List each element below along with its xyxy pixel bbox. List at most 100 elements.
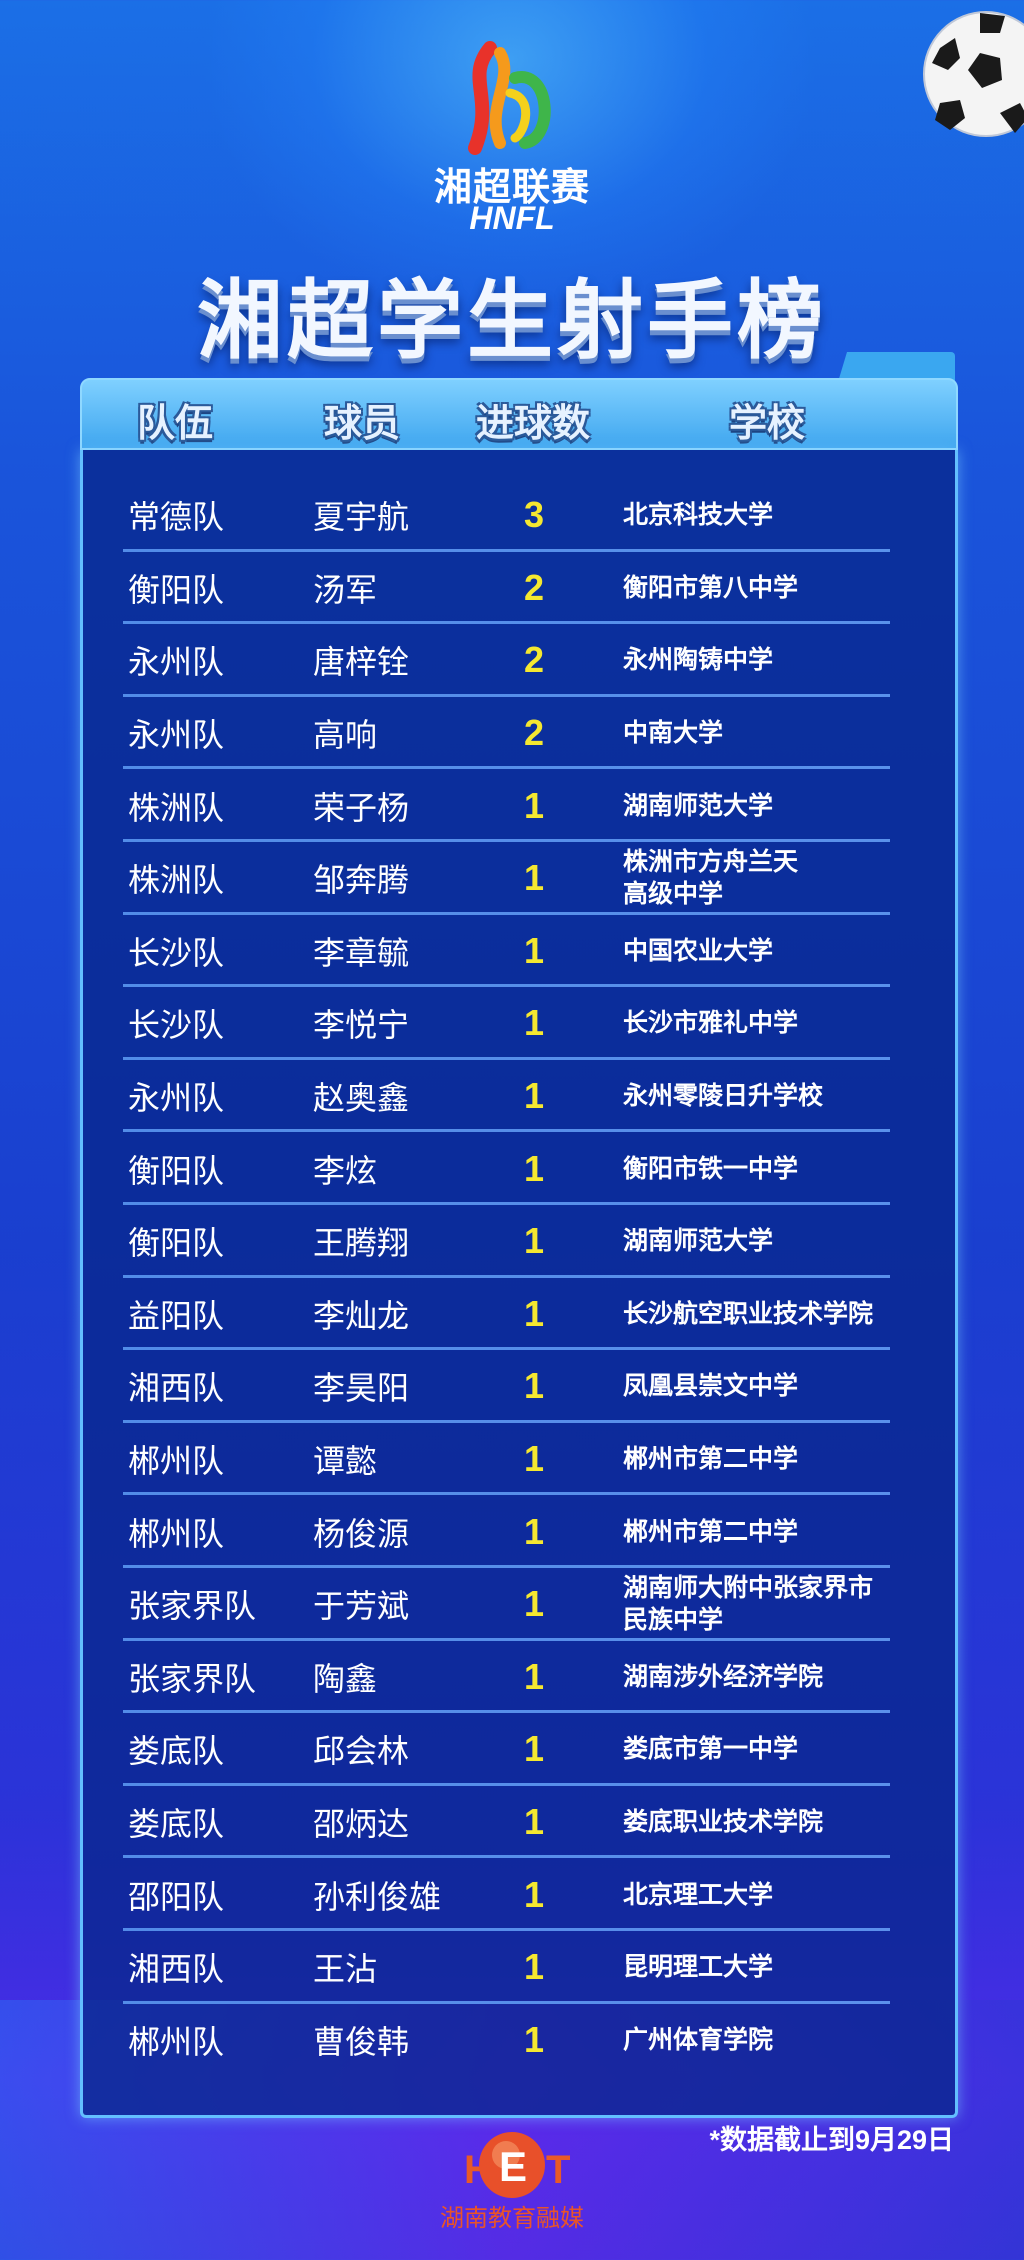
goals-cell: 1 — [523, 1438, 545, 1480]
row-divider — [123, 766, 890, 770]
school-cell: 娄底职业技术学院 — [623, 1808, 824, 1837]
table-row: 永州队 高响 2 中南大学 — [83, 697, 961, 770]
team-cell: 娄底队 — [128, 1806, 225, 1843]
school-cell: 衡阳市铁一中学 — [623, 1154, 799, 1183]
team-cell: 永州队 — [128, 644, 225, 681]
row-divider — [123, 1782, 890, 1786]
school-cell: 株洲市方舟兰天 高级中学 — [623, 848, 799, 909]
svg-text:T: T — [546, 2148, 570, 2192]
school-cell: 中国农业大学 — [623, 936, 774, 965]
school-cell: 湖南师范大学 — [623, 791, 774, 820]
team-cell: 长沙队 — [128, 934, 225, 971]
team-cell: 湘西队 — [128, 1370, 225, 1407]
row-divider — [123, 1637, 890, 1641]
row-divider — [123, 1129, 890, 1133]
table-row: 湘西队 李昊阳 1 凤凰县崇文中学 — [83, 1350, 961, 1423]
school-cell: 衡阳市第八中学 — [623, 573, 799, 602]
hnfl-logo-icon — [468, 41, 551, 155]
player-cell: 杨俊源 — [313, 1515, 410, 1552]
publisher-name: 湖南教育融媒 — [440, 2205, 584, 2232]
row-divider — [123, 1056, 890, 1060]
school-cell: 长沙市雅礼中学 — [623, 1009, 799, 1038]
team-cell: 永州队 — [128, 717, 225, 754]
team-cell: 长沙队 — [128, 1007, 225, 1044]
table-row: 益阳队 李灿龙 1 长沙航空职业技术学院 — [83, 1278, 961, 1351]
school-cell: 长沙航空职业技术学院 — [623, 1299, 874, 1328]
row-divider — [123, 1564, 890, 1568]
player-cell: 邹奔腾 — [313, 862, 410, 899]
player-cell: 荣子杨 — [313, 789, 410, 826]
data-cutoff-note: *数据截止到9月29日 — [709, 2125, 954, 2155]
row-divider — [123, 911, 890, 915]
table-row: 长沙队 李章毓 1 中国农业大学 — [83, 915, 961, 988]
goals-cell: 1 — [523, 1510, 545, 1552]
row-divider — [123, 1419, 890, 1423]
team-cell: 湘西队 — [128, 1951, 225, 1988]
school-cell: 广州体育学院 — [623, 2025, 774, 2054]
school-cell: 北京科技大学 — [623, 501, 774, 530]
team-cell: 郴州队 — [128, 2023, 225, 2060]
team-cell: 衡阳队 — [128, 1225, 225, 1262]
player-cell: 王沾 — [313, 1951, 378, 1988]
table-row: 永州队 唐梓铨 2 永州陶铸中学 — [83, 624, 961, 697]
row-divider — [123, 1492, 890, 1496]
goals-cell: 3 — [523, 494, 545, 536]
row-divider — [123, 1855, 890, 1859]
team-cell: 张家界队 — [128, 1588, 257, 1625]
player-cell: 李悦宁 — [313, 1007, 410, 1044]
page-title: 湘超学生射手榜 — [197, 273, 827, 369]
goals-cell: 2 — [523, 566, 545, 608]
goals-cell: 1 — [523, 929, 545, 971]
player-cell: 于芳斌 — [313, 1588, 410, 1625]
brand-name-cn: 湘超联赛 — [433, 167, 590, 209]
player-cell: 邱会林 — [313, 1733, 410, 1770]
table-row: 娄底队 邵炳达 1 娄底职业技术学院 — [83, 1786, 961, 1859]
row-divider — [123, 548, 890, 552]
team-cell: 株洲队 — [128, 862, 225, 899]
goals-cell: 1 — [523, 1075, 545, 1117]
row-divider — [123, 2000, 890, 2004]
goals-cell: 1 — [523, 1873, 545, 1915]
row-divider — [123, 984, 890, 988]
team-cell: 永州队 — [128, 1080, 225, 1117]
player-cell: 高响 — [313, 717, 378, 754]
goals-cell: 1 — [523, 1292, 545, 1334]
team-cell: 衡阳队 — [128, 571, 225, 608]
row-divider — [123, 1274, 890, 1278]
player-cell: 汤军 — [313, 571, 378, 608]
table-header: 队伍 球员 进球数 学校 — [80, 378, 958, 450]
player-cell: 邵炳达 — [313, 1806, 410, 1843]
table-row: 株洲队 邹奔腾 1 株洲市方舟兰天 高级中学 — [83, 842, 961, 915]
table-row: 郴州队 杨俊源 1 郴州市第二中学 — [83, 1495, 961, 1568]
table-row: 常德队 夏宇航 3 北京科技大学 — [83, 479, 961, 552]
goals-cell: 1 — [523, 1946, 545, 1988]
school-cell: 娄底市第一中学 — [623, 1735, 799, 1764]
player-cell: 夏宇航 — [313, 499, 410, 536]
team-cell: 常德队 — [128, 499, 225, 536]
school-cell: 湖南师大附中张家界市 民族中学 — [623, 1574, 874, 1635]
school-cell: 中南大学 — [623, 719, 724, 748]
school-cell: 湖南涉外经济学院 — [623, 1662, 824, 1691]
school-cell: 永州零陵日升学校 — [623, 1082, 824, 1111]
school-cell: 郴州市第二中学 — [623, 1445, 799, 1474]
goals-cell: 1 — [523, 1728, 545, 1770]
row-divider — [123, 1347, 890, 1351]
table-row: 张家界队 陶鑫 1 湖南涉外经济学院 — [83, 1641, 961, 1714]
table-row: 郴州队 谭懿 1 郴州市第二中学 — [83, 1423, 961, 1496]
goals-cell: 1 — [523, 1583, 545, 1625]
table-row: 永州队 赵奥鑫 1 永州零陵日升学校 — [83, 1060, 961, 1133]
column-header-player: 球员 — [323, 403, 401, 445]
goals-cell: 2 — [523, 639, 545, 681]
team-cell: 衡阳队 — [128, 1152, 225, 1189]
column-header-school: 学校 — [728, 403, 806, 445]
player-cell: 唐梓铨 — [313, 644, 410, 681]
goals-cell: 1 — [523, 1801, 545, 1843]
table-row: 长沙队 李悦宁 1 长沙市雅礼中学 — [83, 987, 961, 1060]
goals-cell: 1 — [523, 1002, 545, 1044]
goals-cell: 1 — [523, 1365, 545, 1407]
player-cell: 李昊阳 — [313, 1370, 410, 1407]
player-cell: 陶鑫 — [313, 1660, 378, 1697]
scorer-table: 常德队 夏宇航 3 北京科技大学 衡阳队 汤军 2 衡阳市第八中学 永州队 唐梓铨 2 永州陶铸中学永… — [80, 450, 958, 2118]
row-divider — [123, 1201, 890, 1205]
goals-cell: 1 — [523, 1655, 545, 1697]
